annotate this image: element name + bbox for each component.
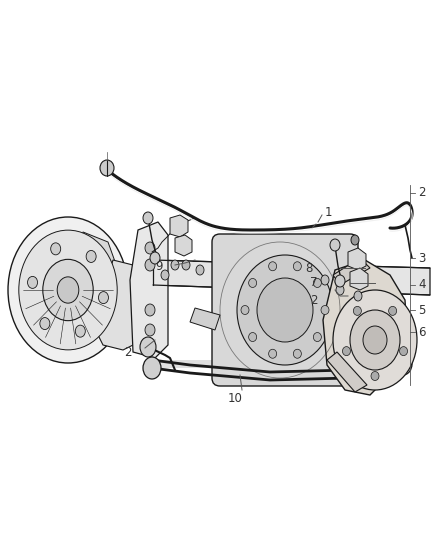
Ellipse shape <box>268 262 277 271</box>
Ellipse shape <box>321 275 329 285</box>
Ellipse shape <box>371 372 379 381</box>
Ellipse shape <box>171 260 179 270</box>
Ellipse shape <box>43 260 93 321</box>
Ellipse shape <box>336 285 344 295</box>
Ellipse shape <box>143 357 161 379</box>
Polygon shape <box>152 360 403 368</box>
Ellipse shape <box>8 217 128 363</box>
Ellipse shape <box>161 270 169 280</box>
Ellipse shape <box>145 259 155 271</box>
Text: 4: 4 <box>418 279 425 292</box>
Ellipse shape <box>313 278 321 287</box>
Ellipse shape <box>143 212 153 224</box>
Ellipse shape <box>363 326 387 354</box>
Ellipse shape <box>293 262 301 271</box>
Ellipse shape <box>75 325 85 337</box>
Text: 7: 7 <box>310 277 318 289</box>
Ellipse shape <box>354 291 362 301</box>
Ellipse shape <box>335 275 345 287</box>
Ellipse shape <box>40 318 50 329</box>
Ellipse shape <box>343 346 350 356</box>
Polygon shape <box>190 308 220 330</box>
Ellipse shape <box>389 306 397 316</box>
Ellipse shape <box>394 353 412 375</box>
Ellipse shape <box>140 337 156 357</box>
Ellipse shape <box>293 349 301 358</box>
Polygon shape <box>170 215 188 237</box>
Ellipse shape <box>51 243 61 255</box>
Text: 3: 3 <box>418 252 425 264</box>
Text: 10: 10 <box>228 392 243 405</box>
Polygon shape <box>153 260 430 295</box>
Polygon shape <box>348 248 366 270</box>
Polygon shape <box>130 222 168 358</box>
Ellipse shape <box>145 304 155 316</box>
Ellipse shape <box>145 242 155 254</box>
FancyBboxPatch shape <box>212 234 358 386</box>
Text: 8: 8 <box>305 262 312 274</box>
Polygon shape <box>333 258 370 285</box>
Ellipse shape <box>86 251 96 262</box>
Ellipse shape <box>333 290 417 390</box>
Ellipse shape <box>330 239 340 251</box>
Ellipse shape <box>249 333 257 342</box>
Text: 5: 5 <box>418 303 425 317</box>
Ellipse shape <box>321 305 329 314</box>
Ellipse shape <box>99 292 109 304</box>
Ellipse shape <box>28 277 38 288</box>
Ellipse shape <box>350 310 400 370</box>
Ellipse shape <box>257 278 313 342</box>
Ellipse shape <box>268 349 277 358</box>
Ellipse shape <box>182 260 190 270</box>
Ellipse shape <box>57 277 79 303</box>
Ellipse shape <box>399 346 407 356</box>
Ellipse shape <box>150 252 160 264</box>
Ellipse shape <box>351 235 359 245</box>
Ellipse shape <box>241 305 249 314</box>
Text: 1: 1 <box>325 206 332 220</box>
Ellipse shape <box>313 333 321 342</box>
Text: 9: 9 <box>155 261 162 273</box>
Text: 2: 2 <box>418 187 425 199</box>
Ellipse shape <box>237 255 333 365</box>
Polygon shape <box>350 268 368 290</box>
Ellipse shape <box>145 324 155 336</box>
Text: 6: 6 <box>418 326 425 338</box>
Ellipse shape <box>19 230 117 350</box>
Ellipse shape <box>196 265 204 275</box>
Polygon shape <box>323 260 407 395</box>
Ellipse shape <box>353 306 361 316</box>
Polygon shape <box>175 235 192 256</box>
Text: 2: 2 <box>124 345 132 359</box>
Polygon shape <box>93 260 153 350</box>
Text: 2: 2 <box>310 294 318 306</box>
Ellipse shape <box>100 160 114 176</box>
Polygon shape <box>327 352 367 392</box>
Ellipse shape <box>249 278 257 287</box>
Polygon shape <box>53 232 118 330</box>
